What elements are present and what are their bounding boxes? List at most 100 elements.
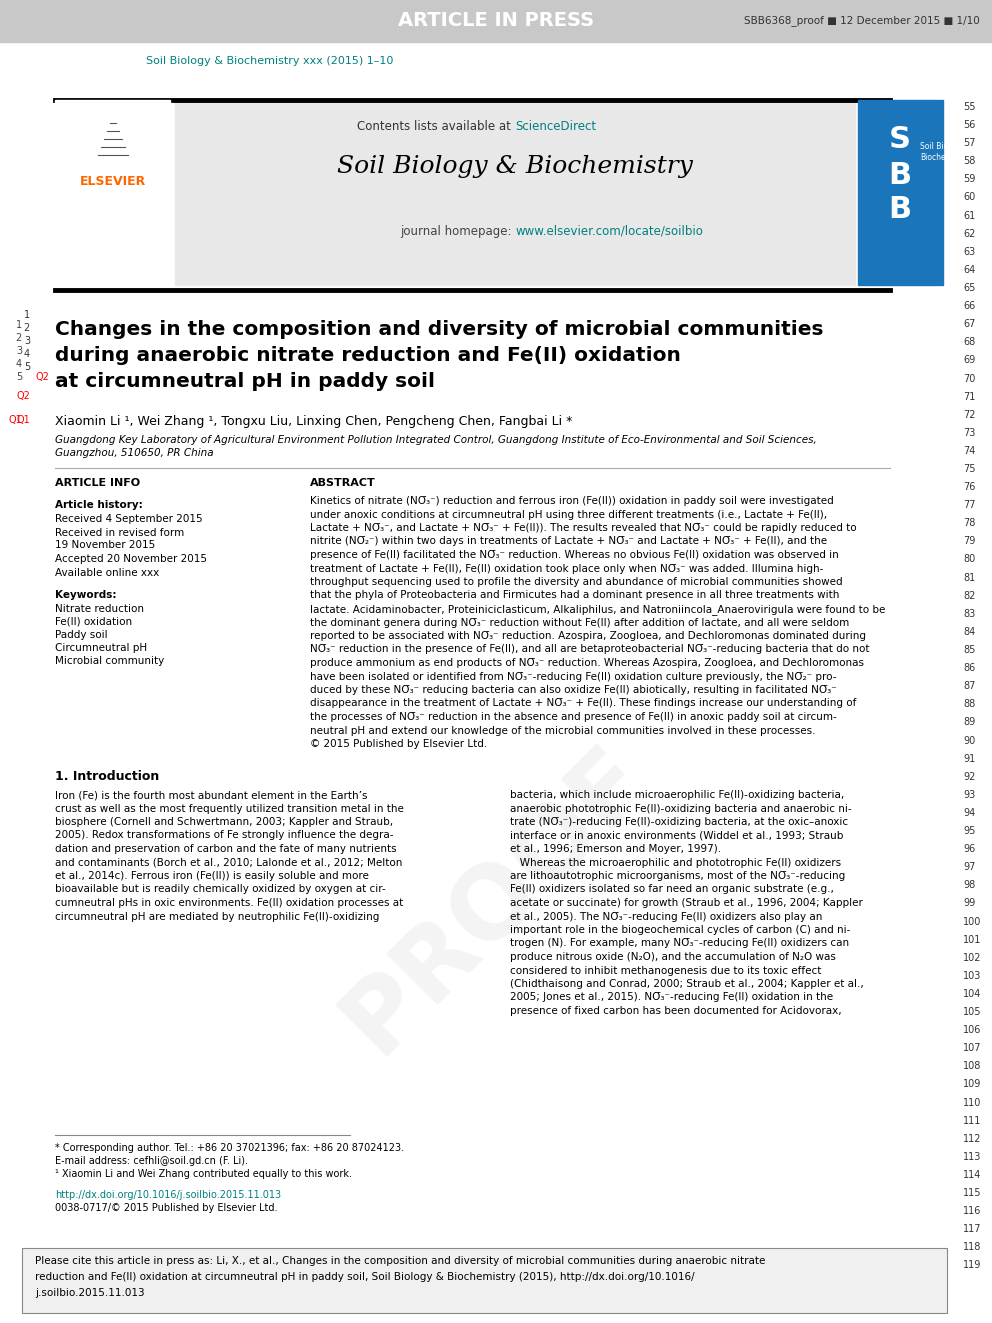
Text: Paddy soil: Paddy soil [55,630,107,640]
Text: 76: 76 [963,482,975,492]
Text: 4: 4 [24,349,30,359]
Text: Kinetics of nitrate (NO̅₃⁻) reduction and ferrous iron (Fe(II)) oxidation in pad: Kinetics of nitrate (NO̅₃⁻) reduction an… [310,496,833,505]
Text: 63: 63 [963,247,975,257]
Text: crust as well as the most frequently utilized transition metal in the: crust as well as the most frequently uti… [55,803,404,814]
Text: 70: 70 [963,373,975,384]
Text: B: B [889,196,912,225]
Text: * Corresponding author. Tel.: +86 20 37021396; fax: +86 20 87024123.: * Corresponding author. Tel.: +86 20 370… [55,1143,404,1154]
Text: 3: 3 [24,336,30,347]
Text: Keywords:: Keywords: [55,590,116,601]
Text: neutral pH and extend our knowledge of the microbial communities involved in the: neutral pH and extend our knowledge of t… [310,725,815,736]
Text: 72: 72 [963,410,975,419]
Text: presence of Fe(II) facilitated the NO̅₃⁻ reduction. Whereas no obvious Fe(II) ox: presence of Fe(II) facilitated the NO̅₃⁻… [310,550,839,560]
Text: 84: 84 [963,627,975,636]
Text: SBB6368_proof ■ 12 December 2015 ■ 1/10: SBB6368_proof ■ 12 December 2015 ■ 1/10 [744,16,980,26]
Text: ScienceDirect: ScienceDirect [515,120,596,134]
Text: 1: 1 [24,310,30,320]
Text: produce nitrous oxide (N₂O), and the accumulation of N₂O was: produce nitrous oxide (N₂O), and the acc… [510,953,836,962]
Text: and contaminants (Borch et al., 2010; Lalonde et al., 2012; Melton: and contaminants (Borch et al., 2010; La… [55,857,403,868]
Text: 77: 77 [963,500,975,511]
Text: lactate. Acidaminobacter, Proteiniciclasticum, Alkaliphilus, and Natroniincola_A: lactate. Acidaminobacter, Proteiniciclas… [310,605,886,615]
Text: 2: 2 [24,323,30,333]
Text: j.soilbio.2015.11.013: j.soilbio.2015.11.013 [35,1289,145,1298]
Text: 61: 61 [963,210,975,221]
Text: cumneutral pHs in oxic environments. Fe(II) oxidation processes at: cumneutral pHs in oxic environments. Fe(… [55,898,404,908]
Text: during anaerobic nitrate reduction and Fe(II) oxidation: during anaerobic nitrate reduction and F… [55,347,681,365]
Text: NO̅₃⁻ reduction in the presence of Fe(II), and all are betaproteobacterial NO̅₃⁻: NO̅₃⁻ reduction in the presence of Fe(II… [310,644,870,655]
Text: 62: 62 [963,229,975,238]
Text: journal homepage:: journal homepage: [400,225,515,238]
Text: Received 4 September 2015: Received 4 September 2015 [55,515,202,524]
Text: under anoxic conditions at circumneutral pH using three different treatments (i.: under anoxic conditions at circumneutral… [310,509,827,520]
Text: http://dx.doi.org/10.1016/j.soilbio.2015.11.013: http://dx.doi.org/10.1016/j.soilbio.2015… [55,1189,281,1200]
Text: Contents lists available at: Contents lists available at [357,120,515,134]
Text: 95: 95 [963,826,975,836]
Text: 71: 71 [963,392,975,402]
Text: circumneutral pH are mediated by neutrophilic Fe(II)-oxidizing: circumneutral pH are mediated by neutrop… [55,912,379,922]
Text: Microbial community: Microbial community [55,656,165,665]
Text: 107: 107 [963,1044,981,1053]
Text: 88: 88 [963,700,975,709]
Bar [858,101,943,284]
Text: © 2015 Published by Elsevier Ltd.: © 2015 Published by Elsevier Ltd. [310,740,487,749]
Text: 65: 65 [963,283,975,292]
Text: ¹ Xiaomin Li and Wei Zhang contributed equally to this work.: ¹ Xiaomin Li and Wei Zhang contributed e… [55,1170,352,1179]
Text: 115: 115 [963,1188,981,1199]
Text: ARTICLE INFO: ARTICLE INFO [55,478,140,488]
Text: 58: 58 [963,156,975,167]
Text: Nitrate reduction: Nitrate reduction [55,605,144,614]
Text: dation and preservation of carbon and the fate of many nutrients: dation and preservation of carbon and th… [55,844,397,855]
Bar [175,101,855,284]
Text: bacteria, which include microaerophilic Fe(II)-oxidizing bacteria,: bacteria, which include microaerophilic … [510,790,844,800]
Text: 55: 55 [963,102,975,112]
Text: duced by these NO̅₃⁻ reducing bacteria can also oxidize Fe(II) abiotically, resu: duced by these NO̅₃⁻ reducing bacteria c… [310,685,836,695]
Text: 81: 81 [963,573,975,582]
Text: 119: 119 [963,1261,981,1270]
Text: 87: 87 [963,681,975,691]
Text: 93: 93 [963,790,975,800]
Text: 73: 73 [963,427,975,438]
Text: disappearance in the treatment of Lactate + NO̅₃⁻ + Fe(II). These findings incre: disappearance in the treatment of Lactat… [310,699,856,709]
Text: trogen (N). For example, many NO̅₃⁻-reducing Fe(II) oxidizers can: trogen (N). For example, many NO̅₃⁻-redu… [510,938,849,949]
Text: treatment of Lactate + Fe(II), Fe(II) oxidation took place only when NO̅₃⁻ was a: treatment of Lactate + Fe(II), Fe(II) ox… [310,564,823,573]
Text: et al., 1996; Emerson and Moyer, 1997).: et al., 1996; Emerson and Moyer, 1997). [510,844,721,855]
Text: Q2: Q2 [35,372,49,382]
Text: 96: 96 [963,844,975,855]
Text: 75: 75 [963,464,975,474]
Text: 86: 86 [963,663,975,673]
Text: considered to inhibit methanogenesis due to its toxic effect: considered to inhibit methanogenesis due… [510,966,821,975]
Text: (Chidthaisong and Conrad, 2000; Straub et al., 2004; Kappler et al.,: (Chidthaisong and Conrad, 2000; Straub e… [510,979,864,990]
Text: 109: 109 [963,1080,981,1089]
Text: 2: 2 [16,333,22,343]
Text: 118: 118 [963,1242,981,1253]
Text: trate (NO̅₃⁻)-reducing Fe(II)-oxidizing bacteria, at the oxic–anoxic: trate (NO̅₃⁻)-reducing Fe(II)-oxidizing … [510,818,848,827]
Text: are lithoautotrophic microorganisms, most of the NO̅₃⁻-reducing: are lithoautotrophic microorganisms, mos… [510,871,845,881]
Text: 112: 112 [963,1134,981,1143]
Text: Fe(II) oxidation: Fe(II) oxidation [55,617,132,627]
Text: the dominant genera during NO̅₃⁻ reduction without Fe(II) after addition of lact: the dominant genera during NO̅₃⁻ reducti… [310,618,849,627]
Text: 5: 5 [16,372,22,382]
Text: 94: 94 [963,808,975,818]
Text: 101: 101 [963,934,981,945]
Text: 79: 79 [963,536,975,546]
Text: Xiaomin Li ¹, Wei Zhang ¹, Tongxu Liu, Linxing Chen, Pengcheng Chen, Fangbai Li : Xiaomin Li ¹, Wei Zhang ¹, Tongxu Liu, L… [55,415,572,429]
Text: Soil Biology & Biochemistry: Soil Biology & Biochemistry [337,155,693,179]
Text: 104: 104 [963,988,981,999]
Text: et al., 2005). The NO̅₃⁻-reducing Fe(II) oxidizers also play an: et al., 2005). The NO̅₃⁻-reducing Fe(II)… [510,912,822,922]
Text: 99: 99 [963,898,975,909]
Text: 114: 114 [963,1170,981,1180]
Text: 57: 57 [963,138,975,148]
Text: 5: 5 [24,363,30,372]
Text: E-mail address: cefhli@soil.gd.cn (F. Li).: E-mail address: cefhli@soil.gd.cn (F. Li… [55,1156,248,1166]
Text: 102: 102 [963,953,981,963]
Text: 69: 69 [963,356,975,365]
Text: 83: 83 [963,609,975,619]
Text: 91: 91 [963,754,975,763]
Text: 19 November 2015: 19 November 2015 [55,540,156,550]
Text: anaerobic phototrophic Fe(II)-oxidizing bacteria and anaerobic ni-: anaerobic phototrophic Fe(II)-oxidizing … [510,803,851,814]
Text: throughput sequencing used to profile the diversity and abundance of microbial c: throughput sequencing used to profile th… [310,577,842,587]
Text: ARTICLE IN PRESS: ARTICLE IN PRESS [398,12,594,30]
Text: 68: 68 [963,337,975,348]
Text: presence of fixed carbon has been documented for Acidovorax,: presence of fixed carbon has been docume… [510,1005,841,1016]
Text: important role in the biogeochemical cycles of carbon (C) and ni-: important role in the biogeochemical cyc… [510,925,850,935]
